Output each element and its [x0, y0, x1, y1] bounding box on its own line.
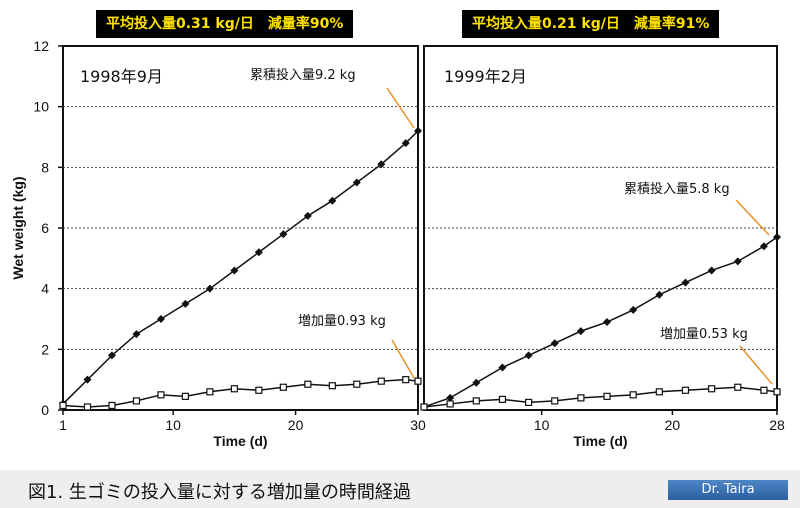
panel-2-series-2-point [603, 392, 611, 400]
panel-2-annotation-1: 累積投入量5.8 kg [624, 181, 730, 197]
panel-1-series-1-point [156, 315, 165, 323]
panel-1-annotation-1-leader [386, 87, 415, 129]
panel-2-series-1-point [773, 233, 781, 242]
panel-1-series-1-point [254, 248, 263, 257]
panel-1-series-1-point [377, 160, 386, 169]
panel-2-series-1-point [446, 393, 455, 402]
panel-1-annotation-2-leader [391, 339, 415, 379]
x-tick-label: 28 [769, 417, 785, 433]
panel-1-series-2-point [59, 401, 67, 410]
panel-1-series-2-point [402, 376, 410, 384]
panel-2-series-1-point [498, 363, 507, 372]
panel-1-series-1-point [132, 330, 141, 339]
panel-2-series-1-point [655, 290, 664, 299]
panel-1-series-1-point [181, 299, 190, 308]
panel-1-series-1-point [83, 375, 92, 384]
panel-1-series-1-point [352, 178, 361, 187]
panel-1-series-1-line [62, 130, 419, 405]
x-axis-label: Time (d) [573, 433, 627, 449]
panel-2-series-1-point [733, 257, 742, 266]
x-axis-label: Time (d) [213, 433, 267, 449]
panel-2-series-1-point [603, 318, 612, 327]
panel-1-series-2-point [108, 401, 116, 410]
panel-2-series-1-point [524, 351, 533, 360]
x-tick-label: 20 [288, 417, 304, 433]
panel-2-series-2-point [551, 397, 559, 405]
panel-2-series-2-point [734, 383, 742, 391]
panel-1-annotation-1: 累積投入量9.2 kg [250, 67, 356, 83]
panel-2-series-2-point [708, 385, 716, 393]
panel-1-series-1-point [401, 139, 410, 148]
panel-2-series-2-point [629, 391, 637, 399]
credit-badge: Dr. Taira [668, 480, 788, 500]
y-tick-label: 12 [33, 38, 49, 54]
panel-1-series-1-point [414, 126, 422, 135]
panel-1-series-2-point [353, 380, 361, 388]
panel-2-series-2-point [655, 388, 663, 396]
panel-1-series-2-point [230, 385, 238, 393]
panel-1-series-1-point [303, 211, 312, 220]
figure-caption: 図1. 生ゴミの投入量に対する増加量の時間経過 [28, 482, 411, 503]
x-tick-label: 10 [534, 417, 550, 433]
panel-1-series-1-point [230, 266, 239, 275]
panel-2-series-2-point [420, 403, 428, 411]
banner-left: 平均投入量0.31 kg/日 減量率90% [96, 10, 354, 38]
y-tick-label: 8 [41, 159, 49, 175]
panel-1-series-2-point [377, 377, 385, 385]
panel-2-series-2-point [577, 394, 585, 402]
panel-1-annotation-2: 増加量0.93 kg [298, 314, 386, 329]
panel-1-series-2-point [255, 386, 263, 394]
panel-1-series-2-point [304, 380, 312, 388]
panel-1-series-2-point [328, 382, 336, 390]
panel-1-series-1-point [205, 284, 214, 293]
y-axis-label: Wet weight (kg) [10, 176, 26, 279]
panel-1-series-2-point [414, 377, 422, 385]
y-tick-label: 0 [41, 402, 49, 418]
panel-1-series-2-line [62, 378, 419, 408]
panel-1-series-1-point [279, 230, 288, 239]
panel-2-series-2-point [524, 398, 533, 407]
panel-1-label: 1998年9月 [80, 67, 163, 86]
caption-bar: 図1. 生ゴミの投入量に対する増加量の時間経過 Dr. Taira [0, 470, 800, 508]
panel-1-series-2-point [206, 388, 214, 396]
panel-2-series-2-point [681, 386, 690, 394]
panel-1-series-2-point [279, 383, 287, 391]
banner-right: 平均投入量0.21 kg/日 減量率91% [462, 10, 720, 38]
panel-2-series-1-point [681, 278, 690, 287]
panel-2-series-2-point [498, 395, 507, 403]
panel-1-series-2-point [132, 397, 141, 405]
panel-1-series-1-point [107, 351, 116, 360]
panel-2-series-1-point [550, 339, 559, 348]
y-tick-label: 2 [41, 341, 49, 357]
panel-2-series-2-point [760, 386, 768, 394]
panel-1-series-1-point [328, 196, 337, 205]
x-tick-label: 10 [165, 417, 181, 433]
x-tick-label: 30 [410, 417, 426, 433]
panel-2-series-2-point [446, 400, 454, 408]
panel-2-annotation-2-leader [739, 345, 773, 385]
panel-2-annotation-2: 増加量0.53 kg [660, 327, 748, 342]
panel-2-series-1-point [707, 266, 716, 275]
panel-2-series-1-point [472, 378, 481, 387]
panel-2-series-1-point [629, 305, 638, 314]
x-tick-label: 20 [665, 417, 681, 433]
y-tick-label: 6 [41, 220, 49, 236]
y-tick-label: 10 [33, 99, 49, 115]
panel-2-series-2-point [472, 397, 480, 405]
panel-1-series-2-point [181, 392, 190, 400]
panel-2-label: 1999年2月 [444, 67, 527, 86]
panel-2-series-1-point [759, 242, 768, 251]
panel-2-series-1-point [576, 327, 585, 336]
y-tick-label: 4 [41, 281, 49, 297]
panel-2-series-2-point [773, 388, 781, 396]
panel-1-series-2-point [157, 391, 165, 399]
x-tick-label: 1 [59, 417, 67, 433]
panel-2-annotation-1-leader [735, 199, 770, 236]
panel-1-series-2-point [83, 403, 92, 411]
